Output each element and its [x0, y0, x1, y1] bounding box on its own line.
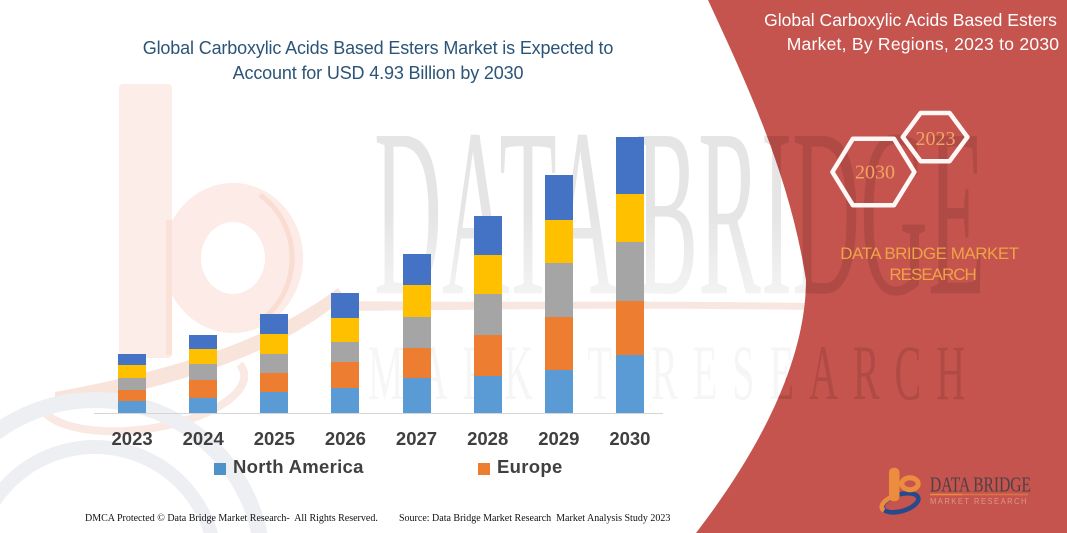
svg-text:2023: 2023 — [916, 128, 956, 150]
svg-text:2030: 2030 — [855, 162, 895, 184]
svg-text:MARKET RESEARCH: MARKET RESEARCH — [930, 497, 1028, 506]
svg-text:DATA BRIDGE: DATA BRIDGE — [930, 473, 1031, 497]
